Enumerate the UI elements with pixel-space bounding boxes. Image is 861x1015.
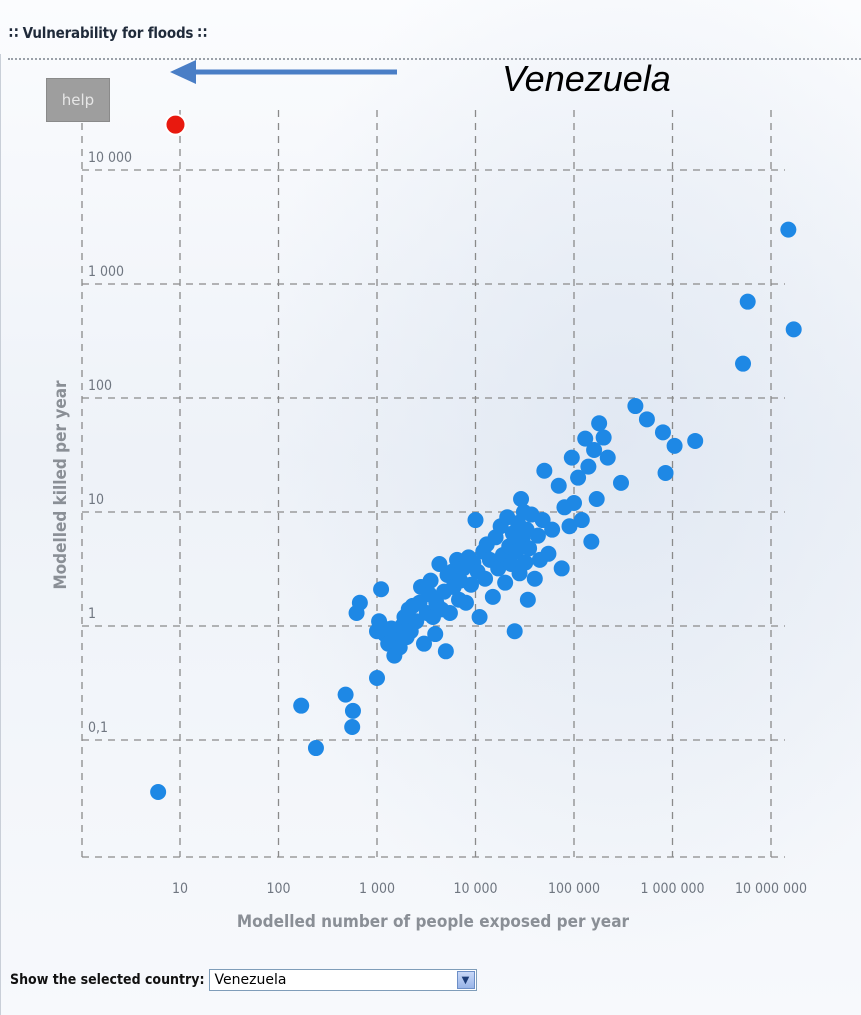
data-point-94 (573, 512, 590, 529)
data-point-2 (307, 740, 324, 757)
data-point-35 (431, 555, 448, 572)
data-point-1 (293, 697, 310, 714)
data-point-85 (540, 545, 557, 562)
country-selector-row: Show the selected country: Venezuela ▼ (10, 968, 477, 992)
data-point-91 (563, 449, 580, 466)
help-button[interactable]: help (46, 78, 110, 122)
x-tick-label-5: 1 000 000 (640, 881, 704, 897)
y-tick-label-2: 10 (88, 492, 104, 508)
x-tick-label-2: 1 000 (359, 881, 395, 897)
x-tick-label-0: 10 (172, 881, 188, 897)
annotation-label: Venezuela (502, 58, 671, 99)
highlight-layer (164, 113, 187, 136)
data-point-55 (477, 570, 494, 587)
data-point-80 (526, 570, 543, 587)
highlight-point (164, 113, 187, 136)
data-point-58 (484, 588, 501, 605)
data-point-9 (373, 581, 390, 598)
data-point-102 (599, 449, 616, 466)
data-point-40 (441, 605, 458, 622)
data-point-112 (780, 221, 797, 238)
data-point-109 (687, 432, 704, 449)
x-axis-title: Modelled number of people exposed per ye… (237, 912, 630, 932)
data-point-31 (422, 572, 439, 589)
data-points (150, 221, 802, 800)
x-tick-label-3: 10 000 (453, 881, 497, 897)
data-point-53 (471, 608, 488, 625)
title-divider (8, 58, 861, 60)
data-point-108 (666, 437, 683, 454)
plot-frame (81, 110, 785, 858)
x-tick-label-1: 100 (266, 881, 290, 897)
data-point-69 (508, 543, 525, 560)
data-point-100 (591, 415, 608, 432)
data-point-101 (595, 429, 612, 446)
data-point-0 (150, 783, 167, 800)
arrow-head (170, 60, 196, 84)
data-point-110 (735, 355, 752, 372)
data-point-63 (497, 574, 514, 591)
data-point-51 (467, 512, 484, 529)
country-select-value: Venezuela (214, 972, 287, 988)
data-point-84 (536, 462, 553, 479)
data-point-92 (566, 494, 582, 511)
chevron-down-icon[interactable]: ▼ (456, 971, 475, 989)
data-point-38 (437, 643, 454, 660)
data-point-33 (427, 626, 444, 643)
data-point-99 (588, 491, 605, 508)
data-point-28 (415, 635, 432, 652)
country-select[interactable]: Venezuela ▼ (208, 969, 477, 991)
country-selector-label: Show the selected country: (10, 972, 205, 988)
data-point-72 (513, 491, 530, 508)
data-point-104 (627, 398, 644, 415)
data-point-107 (657, 464, 674, 481)
data-point-103 (612, 474, 629, 491)
data-point-68 (506, 623, 523, 640)
data-point-87 (550, 477, 567, 494)
data-point-81 (529, 527, 546, 544)
x-tick-labels: 10 100 1 000 10 000 100 000 1 000 000 10 000 0… (172, 881, 807, 897)
panel-title: ∷ Vulnerability for floods ∷ (9, 24, 207, 42)
y-tick-label-4: 1 000 (88, 264, 124, 280)
data-point-96 (580, 458, 597, 475)
data-point-93 (570, 469, 587, 486)
data-point-106 (654, 424, 671, 441)
data-point-105 (638, 411, 655, 428)
arrow-left-icon (170, 60, 397, 84)
y-tick-label-1: 1 (88, 606, 96, 622)
data-point-97 (583, 533, 600, 550)
left-border (0, 54, 1, 1015)
x-tick-label-6: 10 000 000 (735, 881, 807, 897)
data-point-60 (490, 560, 507, 577)
data-point-78 (521, 540, 538, 557)
data-point-77 (519, 591, 536, 608)
data-point-75 (517, 554, 534, 571)
y-tick-label-3: 100 (88, 378, 112, 394)
x-tick-label-4: 100 000 (548, 881, 600, 897)
y-tick-label-0: 0,1 (88, 720, 108, 736)
data-point-8 (351, 594, 368, 611)
grid-vertical (179, 110, 772, 857)
data-point-98 (586, 441, 603, 458)
data-point-88 (553, 560, 570, 577)
data-point-47 (457, 594, 474, 611)
data-point-6 (369, 669, 385, 686)
data-point-5 (344, 702, 361, 719)
grid-horizontal (82, 169, 785, 741)
data-point-86 (544, 521, 561, 538)
y-tick-label-5: 10 000 (88, 150, 132, 166)
data-point-95 (577, 430, 594, 447)
data-point-49 (462, 576, 479, 593)
data-point-3 (337, 686, 354, 703)
data-point-90 (561, 518, 578, 535)
y-axis-title: Modelled killed per year (51, 380, 71, 590)
data-point-111 (739, 293, 756, 310)
data-point-113 (785, 321, 802, 338)
data-point-4 (344, 719, 361, 736)
y-tick-labels: 0,1 1 10 100 1 000 10 000 (88, 150, 132, 736)
